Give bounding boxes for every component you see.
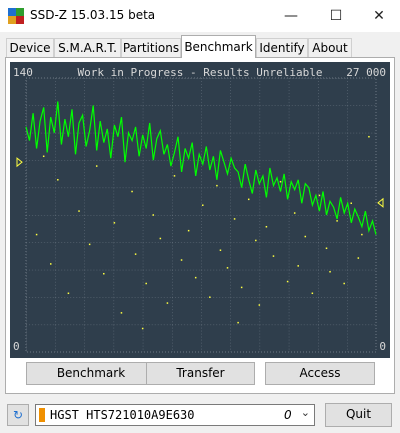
chart-title: Work in Progress - Results Unreliable [77,66,322,79]
data-point [88,243,91,246]
tab[interactable]: Benchmark [181,35,256,58]
data-point [311,292,314,295]
tab[interactable]: Identify [256,38,308,57]
data-point [343,282,345,285]
data-point [103,272,105,275]
data-point [42,155,45,158]
y-marker [16,157,23,168]
tab[interactable]: S.M.A.R.T. [54,38,121,57]
data-point [166,302,169,304]
button[interactable]: Transfer [146,362,255,385]
data-point [240,286,243,289]
data-point [361,233,363,236]
minimize[interactable]: — [284,8,298,24]
data-point [120,312,123,314]
drive-select[interactable]: ⌄ [35,404,315,426]
data-point [145,282,147,285]
data-point [325,247,328,250]
data-point [134,253,137,255]
data-point [131,190,133,193]
tab[interactable]: Partitions [121,38,181,57]
tab[interactable]: Device [6,38,54,57]
drive-name: HGST HTS721010A9E630 [50,408,195,422]
data-point [209,296,211,298]
data-point [78,210,80,212]
chart: Work in Progress - Results Unreliable 0 1… [10,62,390,358]
data-point [255,239,257,242]
data-point [49,263,52,265]
data-point [57,179,59,181]
data-point [368,135,370,138]
y2-tick-label: 0 [379,340,386,353]
data-point [113,222,116,224]
data-point [67,292,70,295]
data-point [286,280,289,283]
close[interactable]: ✕ [373,8,385,24]
data-point [258,304,261,306]
data-point [297,265,299,267]
data-point [226,267,229,269]
data-point [247,198,250,201]
data-point [152,214,155,216]
data-point [304,235,307,238]
data-point [202,204,204,206]
data-point [159,237,162,240]
data-point [180,259,183,261]
refresh-button[interactable]: ↻ [7,404,29,426]
data-point [336,220,338,222]
data-point [329,271,331,273]
button[interactable]: Benchmark [26,362,156,385]
data-point [293,212,296,214]
data-point [279,180,282,183]
data-point [357,257,360,259]
y-tick-label: 140 [13,66,33,79]
data-point [237,321,239,324]
data-point [141,327,144,330]
window-title: SSD-Z 15.03.15 beta [30,8,156,22]
data-line [25,101,377,235]
data-point [187,229,190,232]
title-bar: SSD-Z 15.03.15 beta — ☐ ✕ [0,0,400,32]
data-point [318,194,321,197]
button[interactable]: Access [265,362,375,385]
data-point [350,202,353,205]
data-point [35,233,38,236]
data-point [219,249,222,251]
data-point [272,255,275,257]
data-point [194,276,197,279]
y-tick-label: 0 [13,340,20,353]
drive-index: 0 [284,408,292,422]
data-point [216,184,218,187]
app-icon [8,8,24,24]
maximize[interactable]: ☐ [329,8,343,24]
y2-marker [377,197,384,208]
grid [25,77,377,353]
data-point [95,165,98,167]
data-point [233,218,236,220]
data-point [265,225,268,228]
data-point [173,175,176,177]
quit-button[interactable]: Quit [325,403,392,427]
tab[interactable]: About [308,38,352,57]
y2-tick-label: 27 000 [346,66,386,79]
